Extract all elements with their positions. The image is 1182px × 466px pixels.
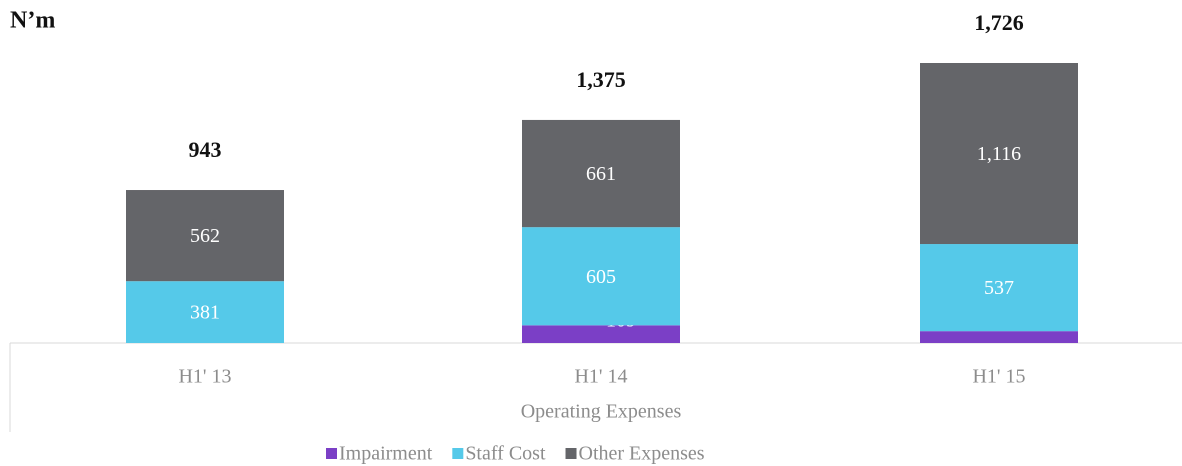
x-tick-label: H1' 14 (574, 366, 627, 388)
bar-segment (126, 281, 284, 343)
x-tick-label: H1' 13 (178, 366, 231, 388)
total-label: 1,726 (974, 10, 1024, 35)
data-label: 661 (586, 163, 616, 185)
bar-segment (920, 63, 1078, 245)
x-axis-title: Operating Expenses (521, 401, 682, 423)
bar-segment (522, 119, 680, 228)
legend-label: Other Expenses (579, 443, 705, 465)
x-tick-label: H1' 15 (972, 366, 1025, 388)
y-axis-label: N’m (10, 8, 55, 34)
legend-swatch (452, 448, 464, 459)
total-label: 1,375 (576, 67, 626, 92)
bar-segment (522, 325, 680, 343)
legend-swatch (326, 448, 337, 459)
legend-label: Impairment (339, 443, 433, 465)
legend-swatch (565, 448, 577, 459)
legend-label: Staff Cost (465, 443, 546, 465)
data-label: 537 (984, 277, 1014, 299)
total-label: 943 (189, 137, 222, 162)
data-label: 562 (190, 225, 220, 247)
bar-segment (522, 227, 680, 326)
data-label: 605 (586, 266, 616, 288)
bar-segment (126, 190, 284, 282)
bar-segment (920, 331, 1078, 343)
data-label: 381 (190, 302, 220, 324)
bar-segment (920, 244, 1078, 332)
data-label: 1,116 (977, 143, 1021, 165)
